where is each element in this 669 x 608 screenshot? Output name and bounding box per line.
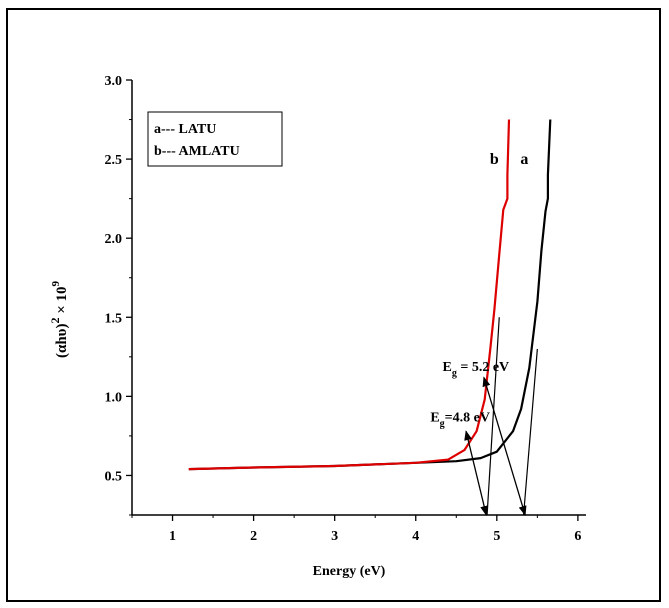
x-tick-label: 5 [493,529,500,544]
x-tick-label: 3 [331,529,338,544]
y-tick-label: 2.5 [105,153,123,168]
series-label-a: a [520,151,528,168]
x-tick-label: 4 [412,529,419,544]
y-tick-label: 2.0 [105,232,123,247]
y-tick-label: 3.0 [105,74,123,89]
legend-box [147,111,283,167]
legend-entry-1: a--- LATU [154,122,216,137]
x-axis-label: Energy (eV) [313,564,386,579]
x-tick-label: 1 [169,529,176,544]
y-axis-label: (αhυ)2 × 109 [48,280,70,358]
chart: 1 2 3 4 5 6 0.5 1.0 1.5 2.0 2.5 3.0 Energy (eV) (αhυ)… [48,74,586,579]
y-tick-label: 1.5 [105,311,123,326]
eg-4-8-label: Eg=4.8 eV [430,411,490,430]
eg-5-2-arrow [482,376,527,516]
x-tick-label: 2 [250,529,257,544]
legend-entry-2: b--- AMLATU [154,144,240,159]
tangent-line-2 [522,348,538,516]
x-tick-label: 6 [574,529,581,544]
figure-frame: 1 2 3 4 5 6 0.5 1.0 1.5 2.0 2.5 3.0 Energy (eV) (αhυ)… [6,8,661,602]
eg-4-8-arrow [464,430,489,516]
y-tick-label: 0.5 [105,469,123,484]
series-label-b: b [490,151,499,168]
eg-5-2-label: Eg = 5.2 eV [443,360,510,379]
y-tick-label: 1.0 [105,390,123,405]
